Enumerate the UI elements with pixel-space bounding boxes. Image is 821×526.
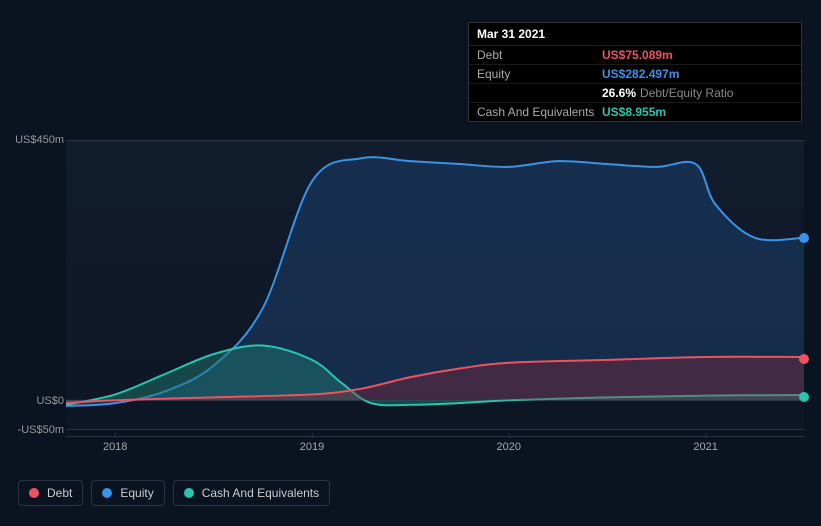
tooltip-value: US$75.089m [602,48,673,62]
y-tick-label: US$0 [36,395,64,407]
x-tick-label: 2019 [300,441,324,453]
tooltip-label [477,86,602,100]
tooltip-row: EquityUS$282.497m [469,65,801,84]
x-tick-label: 2018 [103,441,127,453]
tooltip-value: US$8.955m [602,105,666,119]
legend-dot [29,488,39,498]
x-tick-label: 2021 [693,441,717,453]
tooltip-label: Debt [477,48,602,62]
series-endpoint [799,354,809,364]
tooltip-row: 26.6%Debt/Equity Ratio [469,84,801,103]
y-tick-label: US$450m [15,134,64,146]
legend-label: Equity [120,486,153,500]
tooltip-label: Cash And Equivalents [477,105,602,119]
legend-dot [102,488,112,498]
plot-area[interactable] [66,140,804,430]
tooltip-date: Mar 31 2021 [469,23,801,46]
x-axis: 2018 2019 2020 2021 [66,436,804,456]
tooltip-row: DebtUS$75.089m [469,46,801,65]
legend-item-cash-and-equivalents[interactable]: Cash And Equivalents [173,480,330,506]
legend-dot [184,488,194,498]
legend-label: Debt [47,486,72,500]
tooltip-row: Cash And EquivalentsUS$8.955m [469,103,801,121]
financials-chart: US$450m US$0 -US$50m 2018 2019 2020 2021 [18,120,804,480]
tooltip-label: Equity [477,67,602,81]
series-endpoint [799,233,809,243]
tooltip-value: 26.6%Debt/Equity Ratio [602,86,733,100]
tooltip-value: US$282.497m [602,67,679,81]
x-tick-label: 2020 [497,441,521,453]
legend-item-debt[interactable]: Debt [18,480,83,506]
y-tick-label: -US$50m [18,424,64,436]
legend-label: Cash And Equivalents [202,486,319,500]
legend: Debt Equity Cash And Equivalents [18,480,330,506]
chart-tooltip: Mar 31 2021 DebtUS$75.089mEquityUS$282.4… [468,22,802,122]
legend-item-equity[interactable]: Equity [91,480,164,506]
tooltip-sublabel: Debt/Equity Ratio [640,86,733,100]
series-endpoint [799,392,809,402]
